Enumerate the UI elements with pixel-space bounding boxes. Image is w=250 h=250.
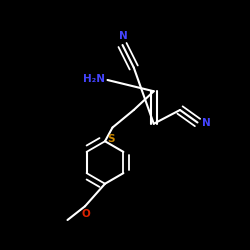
- Text: O: O: [82, 209, 91, 219]
- Text: N: N: [202, 118, 211, 128]
- Text: H₂N: H₂N: [84, 74, 106, 84]
- Text: S: S: [108, 134, 115, 144]
- Text: N: N: [120, 31, 128, 41]
